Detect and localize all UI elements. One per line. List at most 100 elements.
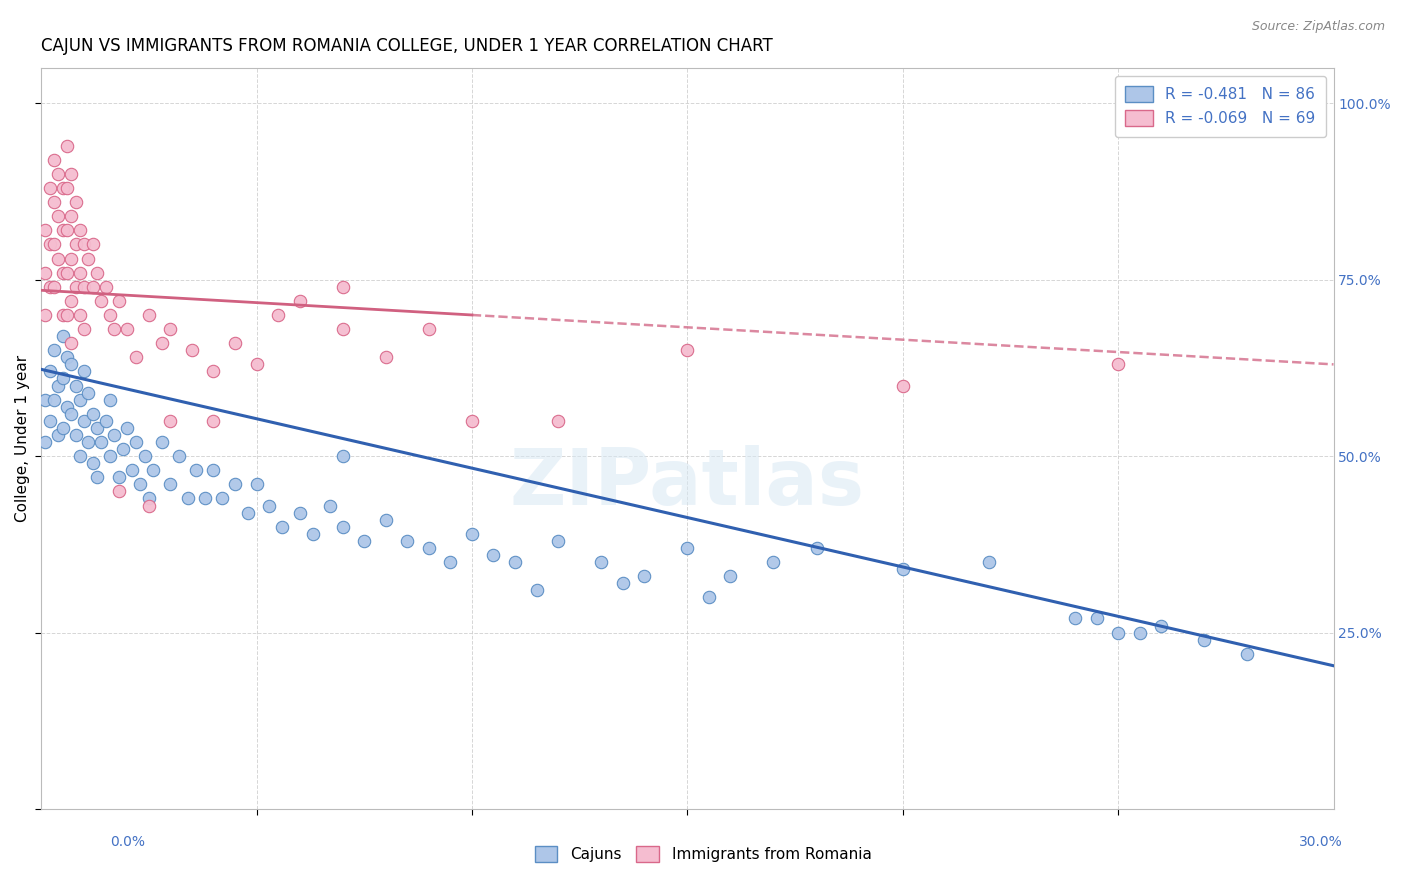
Point xyxy=(288,506,311,520)
Point xyxy=(332,322,354,336)
Point xyxy=(1107,357,1129,371)
Point xyxy=(180,343,202,358)
Point xyxy=(202,463,225,477)
Point xyxy=(56,138,79,153)
Point xyxy=(211,491,233,506)
Point xyxy=(697,591,720,605)
Point xyxy=(42,279,65,293)
Point xyxy=(676,343,699,358)
Point xyxy=(42,195,65,210)
Point xyxy=(332,519,354,533)
Point xyxy=(134,449,156,463)
Point xyxy=(111,442,134,456)
Point xyxy=(65,428,87,442)
Point xyxy=(65,279,87,293)
Point xyxy=(245,477,267,491)
Point xyxy=(34,435,56,450)
Point xyxy=(159,477,181,491)
Point xyxy=(69,223,91,237)
Point xyxy=(267,308,290,322)
Point xyxy=(52,223,75,237)
Point xyxy=(891,378,914,392)
Point xyxy=(125,351,148,365)
Text: ZIPatlas: ZIPatlas xyxy=(510,445,865,521)
Point xyxy=(396,533,419,548)
Point xyxy=(46,378,69,392)
Point xyxy=(42,237,65,252)
Point xyxy=(418,541,440,555)
Point xyxy=(73,237,96,252)
Point xyxy=(1150,618,1173,632)
Point xyxy=(60,336,83,351)
Point xyxy=(60,209,83,223)
Point xyxy=(503,555,526,569)
Point xyxy=(591,555,613,569)
Point xyxy=(77,385,100,400)
Point xyxy=(245,357,267,371)
Point xyxy=(374,351,396,365)
Text: Source: ZipAtlas.com: Source: ZipAtlas.com xyxy=(1251,20,1385,33)
Point xyxy=(676,541,699,555)
Point xyxy=(65,237,87,252)
Point xyxy=(236,506,259,520)
Point xyxy=(38,279,60,293)
Point xyxy=(34,308,56,322)
Point xyxy=(271,519,294,533)
Point xyxy=(186,463,208,477)
Point xyxy=(103,428,125,442)
Point xyxy=(86,421,108,435)
Point xyxy=(82,279,104,293)
Point xyxy=(224,336,246,351)
Point xyxy=(319,499,342,513)
Point xyxy=(86,266,108,280)
Point xyxy=(42,392,65,407)
Point xyxy=(60,293,83,308)
Point xyxy=(762,555,785,569)
Point xyxy=(98,308,121,322)
Point xyxy=(98,449,121,463)
Point xyxy=(1107,625,1129,640)
Point xyxy=(117,322,139,336)
Legend: Cajuns, Immigrants from Romania: Cajuns, Immigrants from Romania xyxy=(529,840,877,868)
Point xyxy=(65,378,87,392)
Point xyxy=(98,392,121,407)
Point xyxy=(60,167,83,181)
Point xyxy=(77,435,100,450)
Point xyxy=(60,407,83,421)
Point xyxy=(56,351,79,365)
Point xyxy=(82,456,104,470)
Point xyxy=(142,463,165,477)
Point xyxy=(52,371,75,385)
Legend: R = -0.481   N = 86, R = -0.069   N = 69: R = -0.481 N = 86, R = -0.069 N = 69 xyxy=(1115,76,1326,136)
Point xyxy=(34,266,56,280)
Point xyxy=(547,414,569,428)
Point xyxy=(52,329,75,343)
Point xyxy=(194,491,217,506)
Point xyxy=(73,279,96,293)
Point xyxy=(73,322,96,336)
Point xyxy=(56,400,79,414)
Point xyxy=(56,308,79,322)
Point xyxy=(977,555,1000,569)
Point xyxy=(46,209,69,223)
Point xyxy=(138,499,160,513)
Point xyxy=(202,364,225,378)
Point xyxy=(38,364,60,378)
Point xyxy=(167,449,190,463)
Point xyxy=(332,449,354,463)
Point xyxy=(42,153,65,167)
Point xyxy=(461,414,484,428)
Point xyxy=(526,583,548,598)
Point xyxy=(42,343,65,358)
Point xyxy=(612,576,634,591)
Point xyxy=(353,533,375,548)
Point xyxy=(73,414,96,428)
Point xyxy=(150,336,173,351)
Point xyxy=(159,322,181,336)
Point xyxy=(439,555,461,569)
Point xyxy=(176,491,198,506)
Point xyxy=(46,252,69,266)
Point xyxy=(38,181,60,195)
Point xyxy=(38,414,60,428)
Point xyxy=(107,484,129,499)
